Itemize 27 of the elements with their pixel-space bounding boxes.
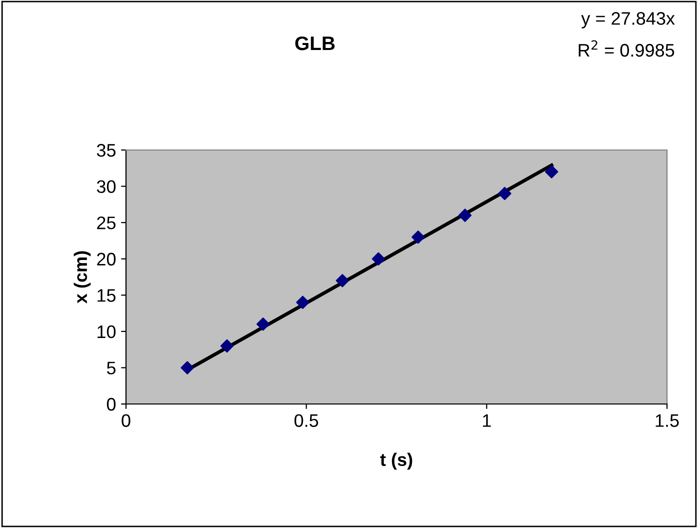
y-tick-label: 5	[106, 362, 116, 374]
point	[336, 274, 349, 288]
y-tick-label: 10	[98, 325, 116, 338]
y-axis-title: x (cm)	[74, 251, 91, 304]
text: y = 27.843x	[581, 12, 675, 28]
x-tick-label: 1.5	[656, 414, 679, 427]
y-tick-label: 20	[97, 252, 116, 266]
point	[296, 296, 310, 309]
y-tick-label: 35	[96, 144, 116, 157]
point	[458, 208, 472, 222]
y-tick-label: 0	[106, 398, 116, 411]
y-tick-label: 25	[97, 216, 116, 230]
point	[412, 230, 425, 244]
x-axis-title: t (s)	[380, 452, 412, 470]
x-tick-label: 1	[483, 414, 491, 427]
y-tick-label: 30	[96, 180, 116, 194]
x-tick-label: 0	[122, 414, 130, 427]
point	[498, 186, 512, 200]
point	[372, 252, 386, 266]
y-tick-label: 15	[98, 289, 116, 302]
point	[180, 361, 194, 374]
text: R$^{2}$ = 0.9985	[578, 40, 674, 57]
x-tick-label: 0.5	[294, 414, 318, 427]
point	[256, 318, 270, 331]
point	[220, 339, 234, 353]
point	[545, 165, 558, 178]
chart-title: GLB	[295, 36, 335, 50]
